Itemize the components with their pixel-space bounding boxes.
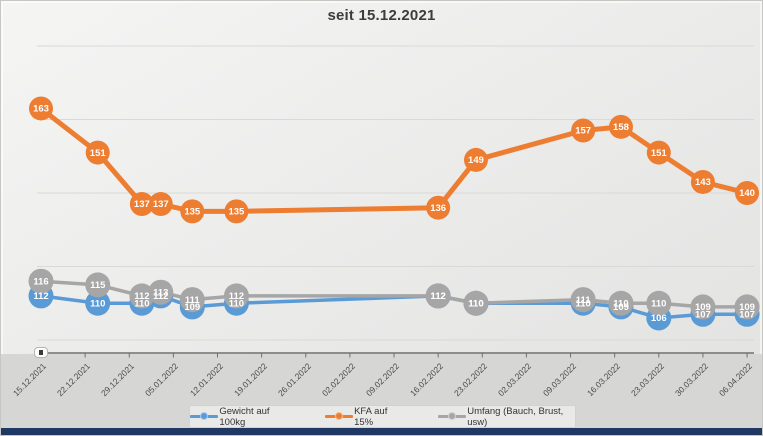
- chart-legend[interactable]: Gewicht auf 100kg KFA auf 15% Umfang (Ba…: [189, 405, 576, 428]
- legend-item-gewicht[interactable]: Gewicht auf 100kg: [190, 406, 291, 428]
- data-point-marker-umfang[interactable]: [148, 279, 174, 305]
- data-point-marker-umfang[interactable]: [608, 290, 634, 316]
- data-point-label-kfa: 163: [33, 104, 49, 115]
- legend-label-umfang: Umfang (Bauch, Brust, usw): [467, 405, 564, 428]
- data-point-label-umfang: 110: [468, 298, 483, 309]
- data-point-label-gewicht: 112: [430, 291, 445, 302]
- data-point-marker-kfa[interactable]: [608, 114, 633, 139]
- data-point-label-kfa: 143: [695, 177, 711, 188]
- data-point-marker-kfa[interactable]: [426, 195, 451, 220]
- data-point-label-gewicht: 112: [153, 291, 168, 302]
- data-point-label-umfang: 109: [739, 302, 755, 313]
- window-bottom-bar: [1, 428, 762, 435]
- legend-item-kfa[interactable]: KFA auf 15%: [324, 405, 404, 428]
- data-point-marker-kfa[interactable]: [85, 140, 110, 165]
- data-point-label-umfang: 111: [576, 295, 592, 306]
- data-point-label-gewicht: 107: [739, 309, 755, 320]
- data-point-label-kfa: 135: [184, 207, 201, 218]
- data-point-label-gewicht: 106: [651, 313, 667, 324]
- data-point-label-umfang: 110: [651, 298, 666, 309]
- data-point-label-gewicht: 110: [575, 298, 590, 309]
- legend-marker-gewicht-icon: [190, 412, 218, 421]
- data-point-marker-umfang[interactable]: [179, 287, 205, 313]
- data-point-marker-umfang[interactable]: [425, 283, 451, 309]
- data-point-marker-umfang[interactable]: [85, 272, 111, 298]
- data-point-marker-umfang[interactable]: [129, 283, 155, 309]
- data-point-label-gewicht: 109: [613, 302, 629, 313]
- data-point-marker-umfang[interactable]: [223, 283, 249, 309]
- data-point-marker-umfang[interactable]: [463, 290, 489, 316]
- data-point-label-kfa: 158: [613, 122, 629, 133]
- data-point-marker-kfa[interactable]: [224, 199, 249, 224]
- data-point-label-kfa: 149: [468, 155, 484, 166]
- data-point-label-umfang: 109: [695, 302, 711, 313]
- data-point-marker-umfang[interactable]: [570, 287, 596, 313]
- data-point-marker-kfa[interactable]: [735, 181, 760, 205]
- data-point-label-gewicht: 110: [229, 298, 244, 309]
- legend-item-umfang[interactable]: Umfang (Bauch, Brust, usw): [437, 405, 575, 428]
- data-point-label-kfa: 136: [430, 203, 446, 214]
- data-point-label-umfang: 112: [134, 291, 149, 302]
- data-point-label-kfa: 157: [575, 126, 591, 137]
- data-point-label-gewicht: 107: [695, 309, 711, 320]
- data-point-label-umfang: 110: [613, 298, 628, 309]
- data-point-marker-gewicht[interactable]: [85, 290, 111, 316]
- data-point-label-gewicht: 110: [468, 298, 483, 309]
- data-point-marker-umfang[interactable]: [690, 294, 716, 320]
- legend-label-kfa: KFA auf 15%: [354, 405, 388, 428]
- data-point-label-kfa: 151: [651, 148, 668, 159]
- data-point-label-kfa: 137: [153, 199, 169, 210]
- data-point-marker-umfang[interactable]: [734, 294, 760, 320]
- data-point-label-umfang: 112: [430, 291, 445, 302]
- legend-marker-umfang-icon: [437, 412, 466, 421]
- data-point-marker-umfang[interactable]: [646, 290, 672, 316]
- data-point-label-gewicht: 110: [134, 298, 149, 309]
- data-point-marker-umfang[interactable]: [28, 268, 54, 294]
- data-point-label-gewicht: 112: [33, 291, 48, 302]
- data-point-label-umfang: 111: [185, 295, 201, 306]
- data-point-marker-kfa[interactable]: [646, 140, 671, 165]
- data-point-label-kfa: 151: [90, 148, 107, 159]
- data-point-label-gewicht: 109: [184, 302, 200, 313]
- legend-label-gewicht: Gewicht auf 100kg: [219, 405, 270, 428]
- data-point-marker-kfa[interactable]: [180, 199, 205, 224]
- data-point-marker-kfa[interactable]: [571, 118, 596, 143]
- chart-title[interactable]: seit 15.12.2021: [327, 7, 436, 24]
- data-point-marker-kfa[interactable]: [129, 192, 154, 217]
- axis-start-marker: [34, 347, 48, 358]
- data-point-label-umfang: 112: [229, 291, 244, 302]
- data-point-label-kfa: 137: [134, 199, 150, 210]
- data-point-label-kfa: 135: [228, 207, 245, 218]
- data-point-marker-kfa[interactable]: [463, 147, 488, 172]
- data-point-marker-kfa[interactable]: [148, 192, 173, 217]
- legend-marker-kfa-icon: [324, 412, 353, 421]
- data-point-label-gewicht: 110: [90, 298, 105, 309]
- data-point-label-kfa: 140: [739, 188, 755, 199]
- axis-start-marker-dot: [39, 350, 43, 355]
- data-point-label-umfang: 116: [33, 276, 48, 287]
- data-point-label-umfang: 113: [153, 287, 168, 298]
- data-point-label-umfang: 115: [90, 280, 106, 291]
- data-point-marker-kfa[interactable]: [690, 169, 715, 194]
- data-point-marker-kfa[interactable]: [29, 96, 53, 121]
